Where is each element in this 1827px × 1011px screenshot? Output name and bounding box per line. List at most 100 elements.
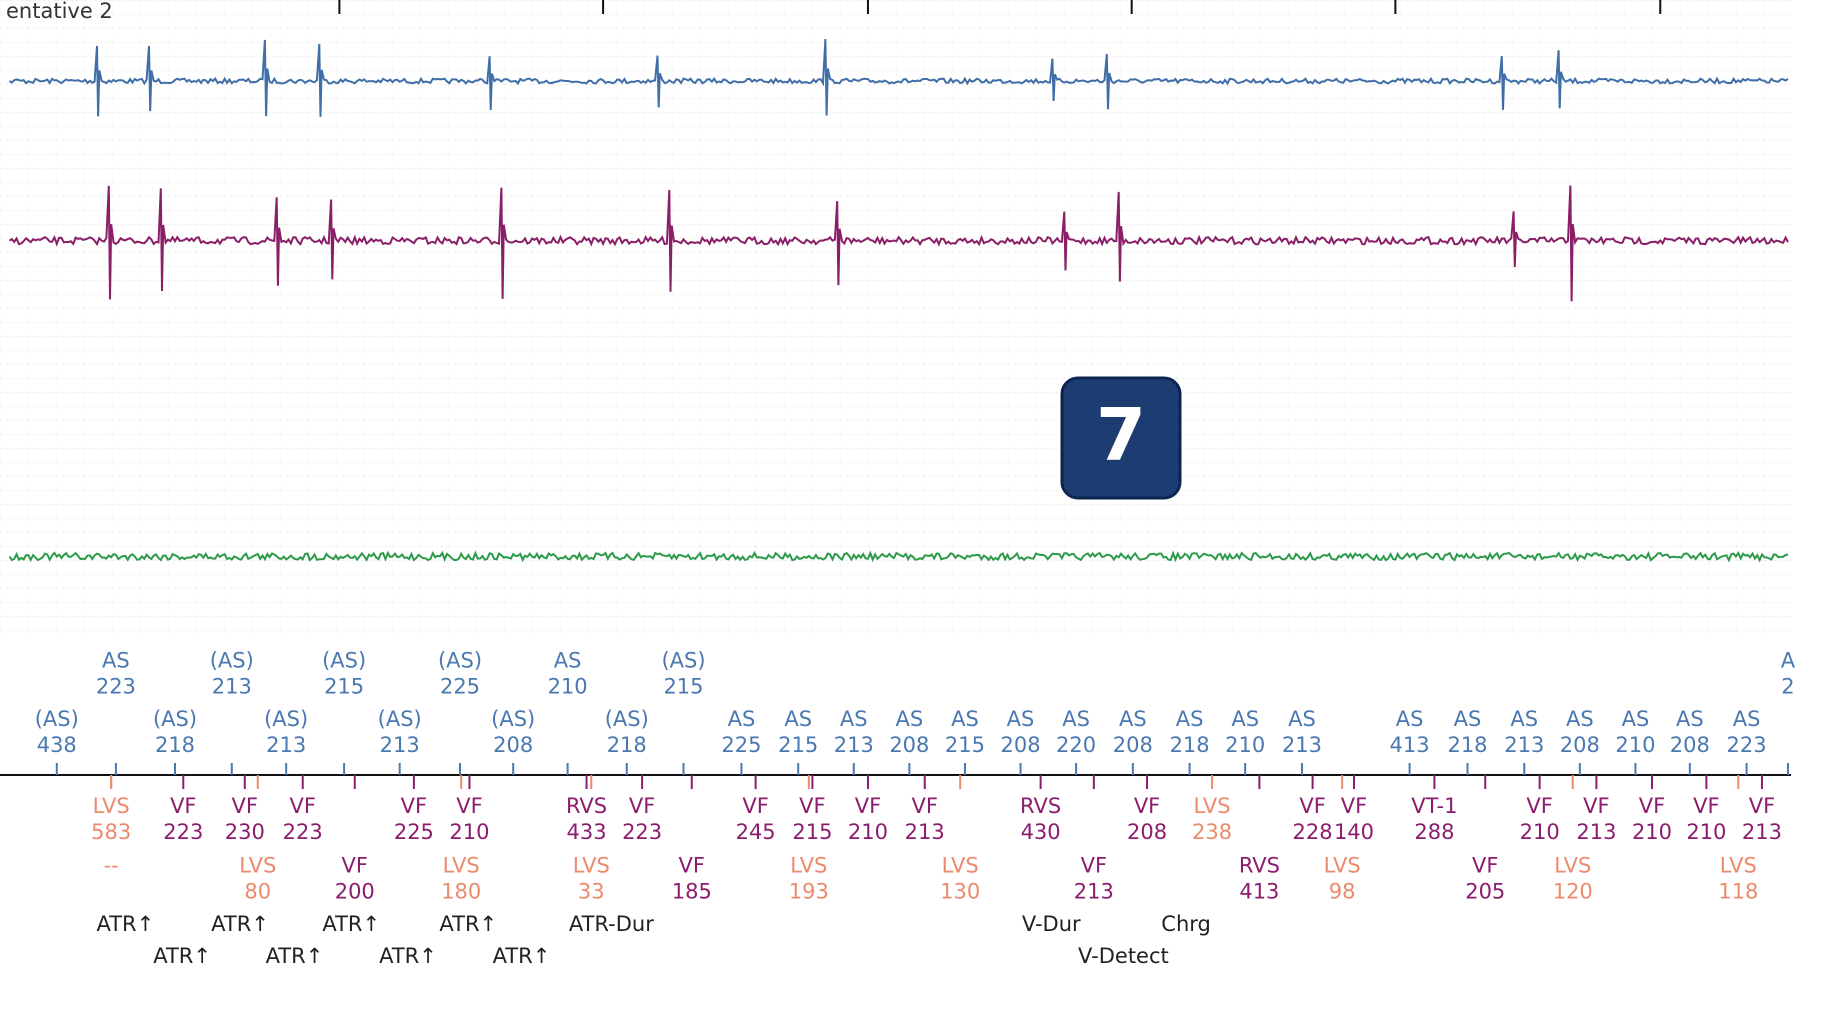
marker-interval: 180 bbox=[441, 880, 481, 904]
marker-label: LVS bbox=[942, 853, 979, 877]
marker-label: AS bbox=[1007, 707, 1035, 731]
marker-label: VT-1 bbox=[1411, 794, 1457, 818]
marker-interval: 213 bbox=[1074, 880, 1114, 904]
marker-label: LVS bbox=[1194, 794, 1231, 818]
marker-label: LVS bbox=[1554, 853, 1591, 877]
marker-interval: 210 bbox=[1615, 733, 1655, 757]
grid-background bbox=[0, 0, 1791, 640]
marker-label: AS bbox=[896, 707, 924, 731]
marker-interval: 185 bbox=[672, 880, 712, 904]
marker-interval: 433 bbox=[566, 820, 606, 844]
marker-interval: 210 bbox=[1686, 820, 1726, 844]
marker-interval: 223 bbox=[96, 675, 136, 699]
marker-interval: 210 bbox=[848, 820, 888, 844]
marker-label: A bbox=[1781, 648, 1796, 672]
event-label: ATR-Dur bbox=[569, 912, 654, 936]
marker-interval: 120 bbox=[1553, 880, 1593, 904]
event-label: ATR↑ bbox=[493, 944, 551, 968]
marker-interval: 210 bbox=[449, 820, 489, 844]
marker-interval: 98 bbox=[1329, 880, 1356, 904]
marker-label: AS bbox=[1733, 707, 1761, 731]
marker-label: (AS) bbox=[438, 648, 482, 672]
marker-interval: 288 bbox=[1414, 820, 1454, 844]
marker-label: VF bbox=[401, 794, 427, 818]
marker-interval: 140 bbox=[1334, 820, 1374, 844]
event-label: ATR↑ bbox=[266, 944, 324, 968]
marker-label: AS bbox=[1676, 707, 1704, 731]
marker-label: AS bbox=[1454, 707, 1482, 731]
marker-label: AS bbox=[728, 707, 756, 731]
event-label: ATR↑ bbox=[211, 912, 269, 936]
marker-interval: 210 bbox=[1520, 820, 1560, 844]
marker-interval: 215 bbox=[945, 733, 985, 757]
marker-label: AS bbox=[1119, 707, 1147, 731]
marker-interval: 213 bbox=[1504, 733, 1544, 757]
marker-interval: 215 bbox=[324, 675, 364, 699]
marker-interval: 223 bbox=[1727, 733, 1767, 757]
egm-trace bbox=[8, 39, 1789, 117]
marker-label: VF bbox=[1134, 794, 1160, 818]
marker-interval: 213 bbox=[1282, 733, 1322, 757]
marker-interval: 213 bbox=[380, 733, 420, 757]
marker-interval: 208 bbox=[1000, 733, 1040, 757]
marker-interval: 230 bbox=[225, 820, 265, 844]
marker-label: (AS) bbox=[35, 707, 79, 731]
marker-label: VF bbox=[629, 794, 655, 818]
marker-label: VF bbox=[289, 794, 315, 818]
marker-label: AS bbox=[1396, 707, 1424, 731]
marker-label: VF bbox=[1081, 853, 1107, 877]
marker-label: RVS bbox=[1020, 794, 1061, 818]
marker-interval: 583 bbox=[91, 820, 131, 844]
marker-label: VF bbox=[1299, 794, 1325, 818]
marker-interval: 223 bbox=[163, 820, 203, 844]
marker-label: AS bbox=[784, 707, 812, 731]
marker-interval: 225 bbox=[440, 675, 480, 699]
marker-label: AS bbox=[1566, 707, 1594, 731]
egm-trace bbox=[8, 550, 1789, 563]
event-label: V-Detect bbox=[1078, 944, 1169, 968]
marker-interval: 228 bbox=[1293, 820, 1333, 844]
marker-label: VF bbox=[1341, 794, 1367, 818]
marker-interval: 213 bbox=[1576, 820, 1616, 844]
marker-label: VF bbox=[342, 853, 368, 877]
marker-label: AS bbox=[554, 648, 582, 672]
marker-interval: 210 bbox=[1632, 820, 1672, 844]
marker-interval: 208 bbox=[1560, 733, 1600, 757]
marker-label: VF bbox=[1526, 794, 1552, 818]
marker-label: LVS bbox=[573, 853, 610, 877]
marker-label: (AS) bbox=[322, 648, 366, 672]
marker-label: (AS) bbox=[210, 648, 254, 672]
marker-label: VF bbox=[1583, 794, 1609, 818]
marker-label: (AS) bbox=[661, 648, 705, 672]
marker-interval: 218 bbox=[607, 733, 647, 757]
marker-label: VF bbox=[912, 794, 938, 818]
marker-label: AS bbox=[1622, 707, 1650, 731]
marker-interval: 210 bbox=[1225, 733, 1265, 757]
marker-interval: 208 bbox=[1113, 733, 1153, 757]
marker-interval: 225 bbox=[721, 733, 761, 757]
marker-interval: 130 bbox=[940, 880, 980, 904]
marker-label: VF bbox=[456, 794, 482, 818]
marker-interval: 208 bbox=[889, 733, 929, 757]
marker-label: AS bbox=[840, 707, 868, 731]
marker-interval: 205 bbox=[1465, 880, 1505, 904]
marker-interval: 208 bbox=[1670, 733, 1710, 757]
marker-label: AS bbox=[102, 648, 130, 672]
marker-label: VF bbox=[855, 794, 881, 818]
marker-label: LVS bbox=[443, 853, 480, 877]
marker-interval: 208 bbox=[1127, 820, 1167, 844]
egm-trace bbox=[8, 185, 1789, 302]
marker-label: VF bbox=[1749, 794, 1775, 818]
marker-interval: 223 bbox=[283, 820, 323, 844]
marker-label: -- bbox=[104, 853, 119, 877]
marker-label: (AS) bbox=[378, 707, 422, 731]
event-label: V-Dur bbox=[1022, 912, 1081, 936]
marker-label: (AS) bbox=[264, 707, 308, 731]
badge-box bbox=[1060, 376, 1182, 500]
marker-interval: 245 bbox=[736, 820, 776, 844]
marker-label: AS bbox=[1288, 707, 1316, 731]
marker-interval: 220 bbox=[1056, 733, 1096, 757]
marker-label: VF bbox=[1693, 794, 1719, 818]
